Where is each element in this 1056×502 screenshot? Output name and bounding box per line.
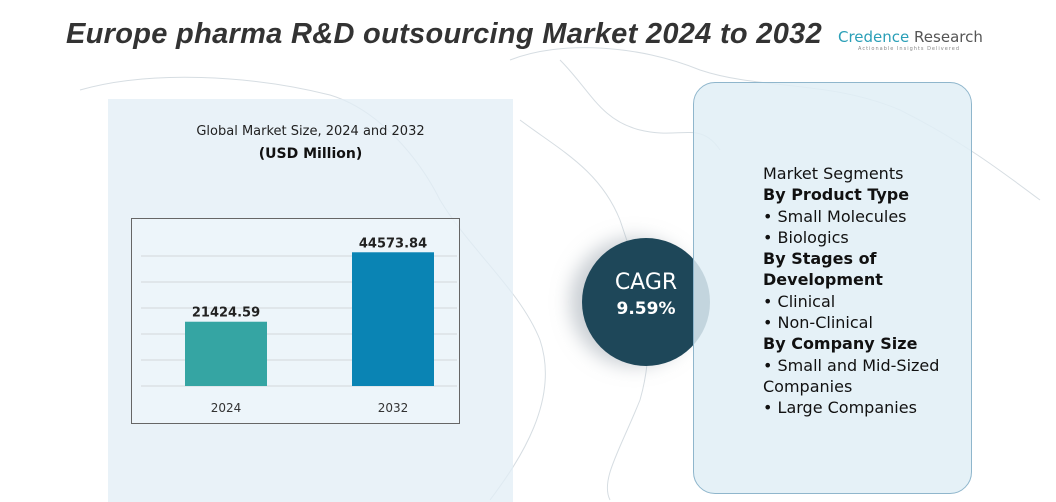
segment-item: • Clinical	[763, 291, 836, 311]
cagr-badge: CAGR 9.59%	[582, 238, 710, 366]
chart-subtitle: (USD Million)	[258, 146, 363, 162]
page-title: Europe pharma R&D outsourcing Market 202…	[66, 18, 823, 50]
market-segments: Market Segments By Product Type • Small M…	[763, 163, 963, 419]
bar-2032	[352, 252, 434, 386]
segment-item: • Non-Clinical	[763, 313, 873, 333]
logo-name-suffix: Research	[909, 28, 983, 46]
x-tick-label: 2024	[211, 401, 242, 415]
bar-2024	[185, 321, 267, 386]
segment-group-title: By Stages of Development	[763, 249, 883, 290]
segments-heading: Market Segments	[763, 164, 904, 183]
segment-group-title: By Company Size	[763, 334, 918, 354]
cagr-value: 9.59%	[616, 299, 676, 319]
segment-item: • Biologics	[763, 227, 849, 247]
data-label: 44573.84	[359, 236, 427, 251]
data-label: 21424.59	[192, 306, 260, 321]
bar-chart: 21424.59 2024 44573.84 2032	[141, 236, 457, 415]
cagr-label: CAGR	[614, 270, 678, 295]
segment-item: • Large Companies	[763, 398, 917, 418]
segment-group-title: By Product Type	[763, 185, 910, 205]
segment-item: • Small and Mid-Sized Companies	[763, 355, 940, 396]
x-tick-label: 2032	[378, 401, 409, 415]
logo-tagline: Actionable Insights Delivered	[858, 46, 961, 52]
logo-name: Credence	[838, 28, 910, 46]
segment-item: • Small Molecules	[763, 206, 907, 226]
chart-title: Global Market Size, 2024 and 2032	[196, 124, 425, 139]
logo: Credence Research Actionable Insights De…	[838, 28, 983, 52]
segments-panel	[693, 82, 972, 494]
